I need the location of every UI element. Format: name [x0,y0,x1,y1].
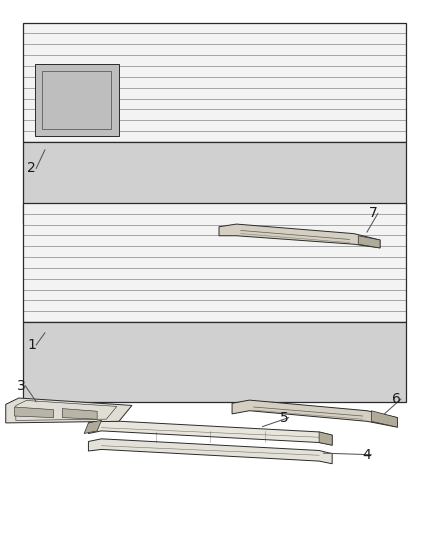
Polygon shape [88,420,332,445]
Polygon shape [14,407,53,418]
Polygon shape [319,432,332,445]
Polygon shape [23,22,406,142]
Text: 3: 3 [17,379,25,393]
Text: 4: 4 [363,448,371,462]
Polygon shape [358,236,380,248]
Polygon shape [6,398,132,423]
Polygon shape [23,322,406,402]
Text: 2: 2 [28,161,36,175]
Polygon shape [23,203,406,322]
Polygon shape [219,224,380,248]
Polygon shape [88,439,332,464]
Polygon shape [84,420,102,433]
Text: 6: 6 [392,392,401,406]
Polygon shape [371,411,397,427]
Polygon shape [35,64,119,136]
Polygon shape [62,409,97,419]
Polygon shape [232,400,397,427]
Text: 1: 1 [28,338,36,352]
Text: 5: 5 [280,410,289,425]
Polygon shape [23,142,406,224]
Text: 7: 7 [369,206,378,221]
